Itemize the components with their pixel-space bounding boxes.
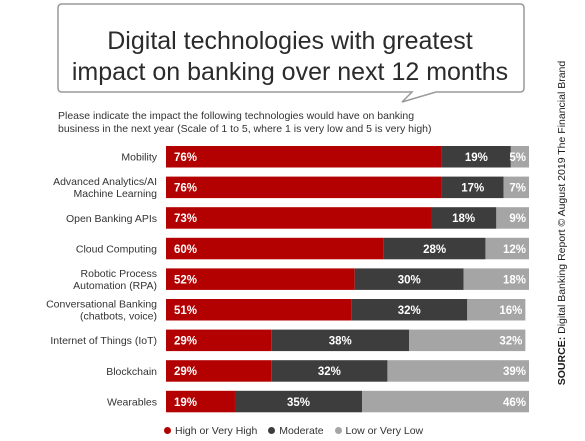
bar-segment-high	[166, 237, 384, 260]
chart-title: Digital technologies with greatest impac…	[60, 26, 520, 88]
legend-label-moderate: Moderate	[279, 425, 324, 437]
legend-label-high: High or Very High	[175, 425, 258, 437]
category-label-line: Internet of Things (IoT)	[50, 335, 157, 347]
data-label-high: 29%	[174, 336, 197, 348]
category-label-line: Cloud Computing	[76, 243, 157, 255]
data-label-low: 46%	[503, 397, 526, 409]
data-label-low: 7%	[509, 183, 526, 195]
category-label: Wearables	[107, 396, 157, 408]
chart-subtitle-line: business in the next year (Scale of 1 to…	[58, 123, 432, 135]
data-label-moderate: 35%	[287, 397, 310, 409]
bar-segment-high	[166, 207, 431, 229]
data-label-low: 12%	[503, 244, 526, 256]
bar-segment-moderate	[271, 360, 388, 382]
bar-segment-moderate	[234, 390, 363, 413]
category-label: Open Banking APIs	[66, 213, 157, 225]
data-label-low: 39%	[503, 366, 526, 378]
bar-segment-high	[166, 176, 442, 199]
legend-swatch-high	[164, 427, 171, 434]
bar-segment-low	[496, 207, 529, 229]
data-label-moderate: 19%	[465, 152, 488, 164]
chart-subtitle: Please indicate the impact the following…	[58, 110, 488, 136]
data-label-moderate: 38%	[329, 336, 352, 348]
bar-segment-low	[409, 329, 526, 352]
data-label-high: 19%	[174, 397, 197, 409]
bar-segment-low	[503, 176, 529, 199]
source-text: Digital Banking Report © August 2019 The…	[556, 60, 568, 334]
chart-subtitle-line: Please indicate the impact the following…	[58, 110, 415, 122]
source-label: SOURCE:	[556, 336, 568, 385]
legend-item-low: Low or Very Low	[334, 425, 424, 437]
chart-title-line: impact on banking over next 12 months	[71, 58, 509, 86]
category-label-line: Automation (RPA)	[73, 280, 157, 292]
bar-segment-high	[166, 329, 272, 352]
category-label: Advanced Analytics/AI Machine Learning	[53, 176, 157, 200]
data-label-low: 5%	[509, 152, 526, 164]
legend-label-low: Low or Very Low	[345, 425, 424, 437]
chart-title-line: Digital technologies with greatest	[107, 27, 473, 55]
bar-segment-moderate	[271, 329, 410, 352]
category-label: Cloud Computing	[76, 243, 157, 255]
bar-segment-moderate	[354, 268, 464, 290]
legend-swatch-moderate	[268, 427, 276, 434]
category-label-line: Machine Learning	[74, 188, 158, 200]
bar-segment-moderate	[430, 207, 497, 229]
bar-segment-moderate	[351, 299, 468, 321]
bar-segment-moderate	[383, 237, 486, 260]
bar-segment-high	[166, 390, 235, 413]
legend-item-moderate: Moderate	[268, 425, 324, 437]
data-label-moderate: 28%	[423, 244, 446, 256]
bar-segment-low	[467, 299, 526, 321]
category-label-line: Advanced Analytics/AI	[53, 176, 157, 188]
legend-swatch-low	[334, 427, 342, 434]
data-label-low: 18%	[503, 274, 526, 286]
chart-legend: High or Very High Moderate Low or Very L…	[164, 425, 431, 437]
bar-segment-moderate	[441, 176, 504, 199]
category-label: Mobility	[121, 152, 157, 164]
data-label-high: 76%	[174, 152, 197, 164]
legend-item-high: High or Very High	[164, 425, 257, 437]
bar-segment-low	[362, 390, 529, 413]
title-speech-bubble	[57, 3, 525, 103]
data-label-moderate: 18%	[452, 213, 475, 225]
data-label-high: 60%	[174, 244, 197, 256]
data-label-moderate: 32%	[398, 305, 421, 317]
bar-segment-low	[510, 146, 529, 168]
data-label-low: 16%	[499, 305, 522, 317]
bar-segment-low	[485, 237, 529, 260]
category-label: Conversational Banking (chatbots, voice)	[46, 299, 157, 323]
data-label-low: 32%	[499, 336, 522, 348]
bar-segment-low	[387, 360, 529, 382]
data-label-high: 73%	[174, 213, 197, 225]
category-label-line: Wearables	[107, 396, 157, 408]
bar-segment-high	[166, 299, 352, 321]
category-label-line: Mobility	[121, 152, 157, 164]
bar-segment-high	[166, 360, 272, 382]
category-label: Robotic Process Automation (RPA)	[73, 268, 157, 292]
data-label-moderate: 30%	[398, 274, 421, 286]
data-label-moderate: 17%	[461, 183, 484, 195]
bar-segment-high	[166, 268, 355, 290]
category-label-line: (chatbots, voice)	[80, 311, 157, 323]
data-label-low: 9%	[509, 213, 526, 225]
bar-segment-high	[166, 146, 442, 168]
category-label-line: Blockchain	[106, 366, 157, 378]
category-label: Blockchain	[106, 366, 157, 378]
bar-segment-low	[463, 268, 529, 290]
data-label-high: 52%	[174, 274, 197, 286]
category-label-line: Open Banking APIs	[66, 213, 157, 225]
category-label-line: Robotic Process	[81, 268, 157, 280]
category-label-line: Conversational Banking	[46, 299, 157, 311]
bar-segment-moderate	[441, 146, 511, 168]
data-label-high: 29%	[174, 366, 197, 378]
category-label: Internet of Things (IoT)	[50, 335, 157, 347]
data-label-high: 51%	[174, 305, 197, 317]
data-label-high: 76%	[174, 183, 197, 195]
data-label-moderate: 32%	[318, 366, 341, 378]
source-note: SOURCE: Digital Banking Report © August …	[552, 20, 572, 425]
